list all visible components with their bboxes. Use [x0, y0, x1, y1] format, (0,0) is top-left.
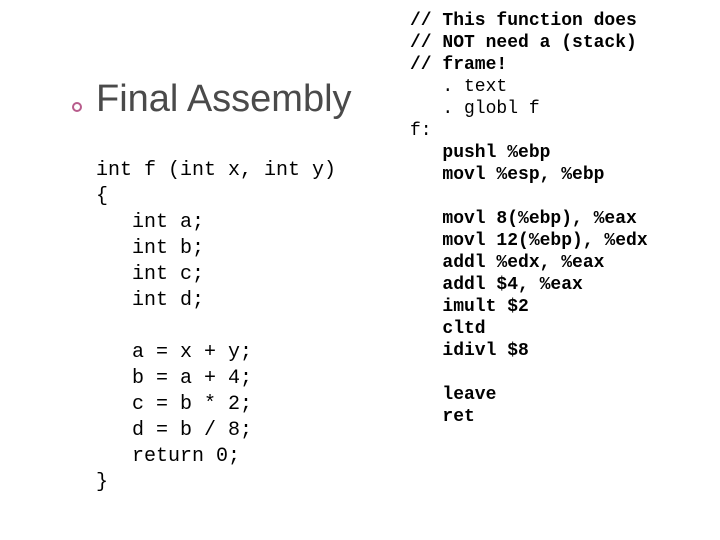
code-line: imult $2	[410, 296, 648, 318]
code-line	[410, 362, 648, 384]
code-line: {	[96, 184, 336, 210]
slide-title: Final Assembly	[96, 78, 352, 121]
code-line: int f (int x, int y)	[96, 158, 336, 184]
code-line: pushl %ebp	[410, 142, 648, 164]
code-line: a = x + y;	[96, 340, 336, 366]
code-line: cltd	[410, 318, 648, 340]
code-line: . globl f	[410, 98, 648, 120]
code-line: int d;	[96, 288, 336, 314]
code-line	[410, 186, 648, 208]
code-line: . text	[410, 76, 648, 98]
code-line: b = a + 4;	[96, 366, 336, 392]
title-bullet-icon	[72, 102, 82, 112]
code-line: idivl $8	[410, 340, 648, 362]
code-line: d = b / 8;	[96, 418, 336, 444]
code-line: return 0;	[96, 444, 336, 470]
code-line: movl %esp, %ebp	[410, 164, 648, 186]
code-line: f:	[410, 120, 648, 142]
code-line: }	[96, 470, 336, 496]
code-line: int c;	[96, 262, 336, 288]
code-line: movl 12(%ebp), %edx	[410, 230, 648, 252]
code-line: // frame!	[410, 54, 648, 76]
slide: Final Assembly int f (int x, int y){ int…	[0, 0, 720, 540]
code-line: // NOT need a (stack)	[410, 32, 648, 54]
c-source-code: int f (int x, int y){ int a; int b; int …	[96, 158, 336, 496]
code-line: leave	[410, 384, 648, 406]
code-line: addl %edx, %eax	[410, 252, 648, 274]
code-line: int b;	[96, 236, 336, 262]
assembly-code: // This function does// NOT need a (stac…	[410, 10, 648, 428]
code-line: addl $4, %eax	[410, 274, 648, 296]
code-line: c = b * 2;	[96, 392, 336, 418]
code-line: int a;	[96, 210, 336, 236]
code-line	[96, 314, 336, 340]
code-line: ret	[410, 406, 648, 428]
code-line: movl 8(%ebp), %eax	[410, 208, 648, 230]
code-line: // This function does	[410, 10, 648, 32]
